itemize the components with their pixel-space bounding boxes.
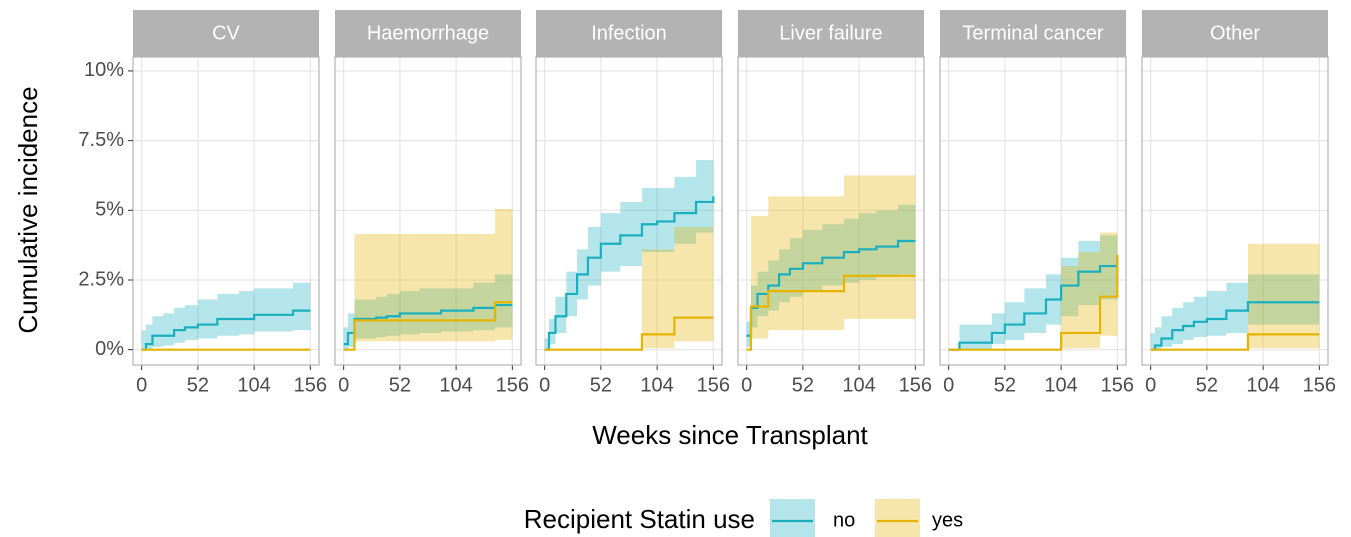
x-tick-label: 0 [136,374,147,396]
strip [738,10,924,57]
strip [536,10,722,57]
y-tick-label: 0% [95,338,124,360]
x-axis-label: Weeks since Transplant [592,420,868,450]
x-tick-label: 0 [338,374,349,396]
x-tick-label: 156 [1101,374,1134,396]
strip [1142,10,1328,57]
step-line [343,301,513,351]
x-tick-label: 52 [994,374,1016,396]
x-tick-label: 104 [640,374,673,396]
confidence-band [746,175,916,350]
panel-background [1142,57,1328,365]
x-tick-label: 104 [439,374,472,396]
x-tick-label: 104 [1246,374,1279,396]
x-tick-label: 0 [1145,374,1156,396]
x-tick-label: 104 [1044,374,1077,396]
x-tick-label: 0 [943,374,954,396]
legend-label: yes [932,509,963,531]
strip [335,10,521,57]
legend-title: Recipient Statin use [524,504,755,534]
confidence-band [1150,274,1320,350]
x-tick-label: 52 [590,374,612,396]
step-line [1150,301,1320,351]
x-tick-label: 156 [294,374,327,396]
confidence-band [544,227,714,350]
x-tick-label: 0 [741,374,752,396]
x-tick-label: 52 [389,374,411,396]
step-line [544,316,714,351]
strip-label: Terminal cancer [962,22,1104,44]
panel-background [133,57,319,365]
y-tick-label: 10% [84,59,124,81]
x-tick-label: 52 [1196,374,1218,396]
x-tick-label: 104 [237,374,270,396]
confidence-band [948,224,1118,350]
x-tick-label: 156 [1303,374,1336,396]
step-line [1150,333,1320,351]
x-tick-label: 156 [697,374,730,396]
strip-label: Infection [591,22,667,44]
x-tick-label: 156 [496,374,529,396]
strip-label: Other [1210,22,1260,44]
step-line [746,274,916,351]
confidence-band [544,157,714,350]
strip [133,10,319,57]
x-tick-label: 52 [792,374,814,396]
step-line [948,254,1119,351]
y-tick-label: 5% [95,199,124,221]
y-tick-label: 2.5% [78,268,124,290]
x-tick-label: 52 [187,374,209,396]
strip [940,10,1126,57]
x-tick-label: 156 [899,374,932,396]
strip-label: CV [212,22,240,44]
step-line [948,254,1119,351]
legend-key [770,499,815,537]
y-tick-label: 7.5% [78,129,124,151]
strip-label: Haemorrhage [367,22,489,44]
confidence-band [343,208,513,350]
x-tick-label: 104 [842,374,875,396]
legend-key [875,499,920,537]
panel-background [738,57,924,365]
strip-label: Liver failure [779,22,882,44]
legend-label: no [833,509,855,531]
step-line [746,239,916,337]
step-line [544,196,715,351]
confidence-band [1150,243,1320,350]
confidence-band [343,274,513,350]
x-tick-label: 0 [539,374,550,396]
y-axis-label: Cumulative incidence [13,86,43,333]
step-line [141,309,311,351]
confidence-band [948,146,1118,350]
confidence-band [746,204,916,347]
confidence-band [141,282,311,350]
